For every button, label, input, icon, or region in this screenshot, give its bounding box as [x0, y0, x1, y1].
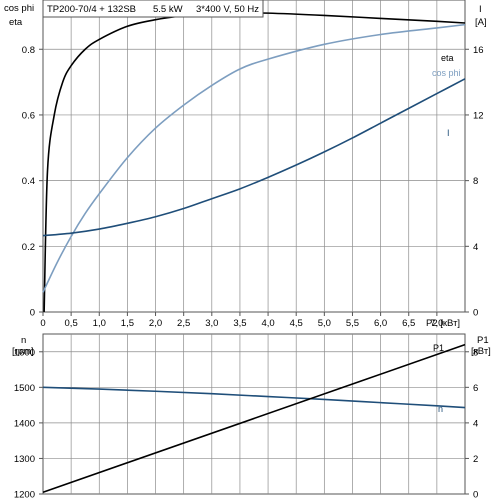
right-tick-label: 0 — [473, 308, 478, 319]
x-tick-label: 1,0 — [93, 318, 106, 329]
bottom-left-tick-label: 1400 — [14, 418, 35, 429]
bottom-tick-labels: 1200 1300 1400 1500 1600 0 2 4 6 8 — [14, 347, 478, 500]
top-right-axis-title-2: [A] — [475, 17, 487, 28]
x-tick-label: 2,5 — [177, 318, 190, 329]
cosphi-series-label: cos phi — [432, 68, 461, 78]
x-tick-label: 3,5 — [233, 318, 246, 329]
top-left-axis-title-2: eta — [9, 17, 23, 28]
header-pump: TP200-70/4 + 132SB — [47, 4, 136, 15]
right-tick-label: 12 — [473, 110, 484, 121]
top-right-axis-title-1: I — [479, 4, 482, 15]
left-tick-label: 0.2 — [22, 242, 35, 253]
x-tick-label: 2,0 — [149, 318, 162, 329]
right-tick-label: 16 — [473, 45, 484, 56]
bottom-left-tick-label: 1500 — [14, 383, 35, 394]
right-tick-label: 4 — [473, 242, 478, 253]
right-tick-label: 8 — [473, 176, 478, 187]
bottom-left-axis-title-2: [rpm] — [12, 346, 34, 357]
bottom-left-tick-label: 1300 — [14, 454, 35, 465]
header-box — [42, 0, 264, 18]
bottom-right-tick-label: 6 — [473, 383, 478, 394]
cosphi-curve — [42, 23, 466, 293]
bottom-right-tick-label: 8 — [473, 347, 478, 358]
left-tick-label: 0.6 — [22, 110, 35, 121]
bottom-grid — [39, 334, 469, 495]
bottom-right-axis-title-1: P1 — [477, 335, 489, 346]
left-tick-label: 0.4 — [22, 176, 35, 187]
top-grid — [39, 0, 469, 316]
top-series-group — [42, 12, 466, 313]
bottom-series-group — [42, 343, 466, 493]
x-tick-label: 1,5 — [121, 318, 134, 329]
x-tick-label: 4,5 — [290, 318, 303, 329]
bottom-left-tick-label: 1200 — [14, 490, 35, 500]
bottom-right-tick-label: 4 — [473, 418, 478, 429]
x-tick-label: 5,0 — [318, 318, 331, 329]
x-axis-unit-label: P2 [кВт] — [426, 318, 460, 329]
x-tick-label: 6,0 — [374, 318, 387, 329]
top-tick-labels: 0 0,5 1,0 1,5 2,0 2,5 3,0 3,5 4,0 4,5 5,0 5,5 6,0 6,5… — [22, 45, 484, 329]
top-left-axis-title-1: cos phi — [4, 3, 34, 14]
eta-curve — [43, 12, 466, 313]
speed-curve — [42, 386, 466, 409]
p1-line — [42, 343, 466, 493]
x-tick-label: 0 — [40, 318, 45, 329]
bottom-left-tick-label: 1600 — [14, 347, 35, 358]
bottom-plot-frame — [42, 333, 466, 495]
x-tick-label: 3,0 — [205, 318, 218, 329]
x-tick-label: 7,0 — [430, 318, 443, 329]
eta-series-label: eta — [441, 53, 454, 63]
bottom-right-tick-label: 2 — [473, 454, 478, 465]
bottom-right-axis-title-2: [кВт] — [471, 346, 491, 357]
bottom-left-axis-title-1: n — [21, 335, 26, 346]
current-series-label: I — [447, 128, 450, 138]
left-tick-label: 0.8 — [22, 45, 35, 56]
bottom-right-tick-label: 0 — [473, 490, 478, 500]
x-tick-label: 5,5 — [346, 318, 359, 329]
header-supply: 3*400 V, 50 Hz — [196, 4, 259, 15]
top-plot-frame — [42, 0, 466, 313]
x-tick-label: 4,0 — [261, 318, 274, 329]
speed-series-label: n — [438, 404, 443, 414]
left-tick-label: 0 — [30, 308, 35, 319]
p1-series-label: P1 — [433, 343, 444, 353]
x-tick-label: 0,5 — [65, 318, 78, 329]
x-tick-label: 6,5 — [402, 318, 415, 329]
current-curve — [42, 78, 466, 237]
header-power: 5.5 kW — [153, 4, 183, 15]
